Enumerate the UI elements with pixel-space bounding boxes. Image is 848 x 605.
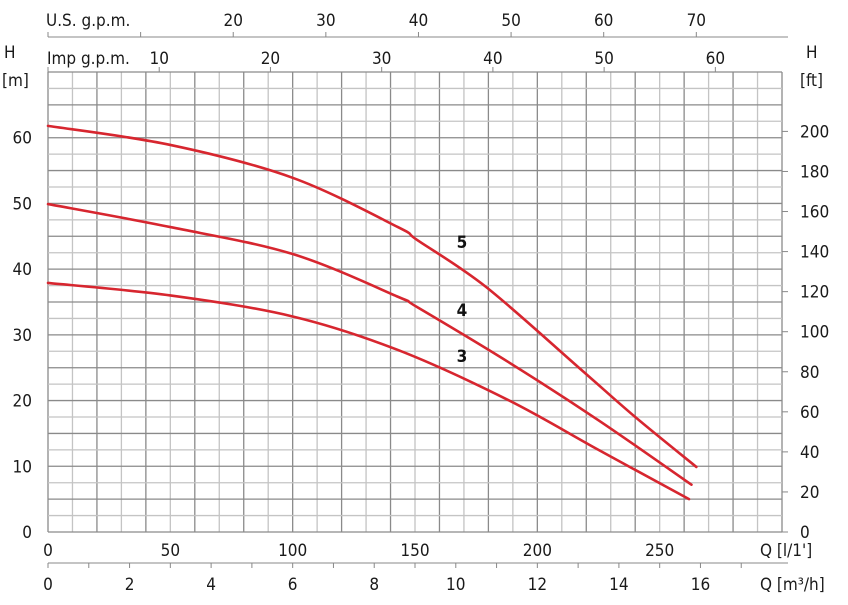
y-left-tick-label: 40 bbox=[13, 260, 32, 280]
y-right-tick-label: 100 bbox=[800, 323, 829, 343]
y-right-tick-label: 0 bbox=[800, 523, 810, 543]
x-lpm-tick-label: 250 bbox=[645, 541, 674, 561]
y-left-label-unit: [m] bbox=[2, 71, 29, 91]
y-right-tick-label: 180 bbox=[800, 162, 829, 182]
x-m3h-tick-label: 8 bbox=[369, 575, 379, 595]
x-imp-gpm-tick-label: 60 bbox=[706, 49, 725, 69]
pump-curve-5 bbox=[46, 124, 698, 469]
y-right-label-h: H bbox=[806, 43, 818, 63]
x-us-gpm-tick-label: 60 bbox=[594, 11, 613, 31]
top-us-gpm-label: U.S. g.p.m. bbox=[46, 11, 130, 31]
curve-label-5: 5 bbox=[457, 233, 468, 253]
x-imp-gpm-tick-label: 20 bbox=[261, 49, 280, 69]
y-right-tick-label: 200 bbox=[800, 122, 829, 142]
curves: 3 4 5 bbox=[46, 124, 698, 501]
x-lpm-tick-label: 150 bbox=[400, 541, 429, 561]
x-imp-gpm-tick-label: 50 bbox=[594, 49, 613, 69]
x-m3h-tick-label: 6 bbox=[288, 575, 298, 595]
x-us-gpm-tick-label: 50 bbox=[501, 11, 520, 31]
y-right-tick-label: 20 bbox=[800, 483, 819, 503]
y-left-tick-label: 10 bbox=[13, 457, 32, 477]
x-m3h-tick-label: 12 bbox=[528, 575, 547, 595]
x-m3h-tick-label: 10 bbox=[446, 575, 465, 595]
y-left-tick-label: 30 bbox=[13, 326, 32, 346]
x-lpm-tick-label: 200 bbox=[523, 541, 552, 561]
x-m3h-tick-label: 2 bbox=[125, 575, 135, 595]
y-right-tick-label: 40 bbox=[800, 443, 819, 463]
x-imp-gpm-tick-label: 40 bbox=[483, 49, 502, 69]
y-right-tick-label: 160 bbox=[800, 203, 829, 223]
top-imp-gpm-label: Imp g.p.m. bbox=[47, 49, 130, 69]
y-left-tick-label: 50 bbox=[13, 194, 32, 214]
x-us-gpm-tick-label: 20 bbox=[223, 11, 242, 31]
y-left-label-h: H bbox=[4, 43, 16, 63]
x-m3h-tick-label: 0 bbox=[43, 575, 53, 595]
x-lpm-tick-label: 0 bbox=[43, 541, 53, 561]
y-right-label-unit: [ft] bbox=[800, 71, 823, 91]
y-left-tick-label: 60 bbox=[13, 129, 32, 149]
pump-curve-3 bbox=[46, 281, 691, 501]
x-m3h-tick-label: 14 bbox=[609, 575, 628, 595]
curve-label-3: 3 bbox=[457, 347, 468, 367]
x-m3h-tick-label: 4 bbox=[206, 575, 216, 595]
axes: 0102030405060020406080100120140160180200… bbox=[13, 11, 830, 595]
x-lpm-tick-label: 50 bbox=[161, 541, 180, 561]
y-right-tick-label: 120 bbox=[800, 283, 829, 303]
x-us-gpm-tick-label: 70 bbox=[687, 11, 706, 31]
curve-label-4: 4 bbox=[457, 301, 468, 321]
x-us-gpm-tick-label: 40 bbox=[409, 11, 428, 31]
x-imp-gpm-tick-label: 10 bbox=[149, 49, 168, 69]
bottom-lpm-label: Q [l/1'] bbox=[760, 541, 812, 561]
y-left-tick-label: 0 bbox=[22, 523, 32, 543]
grid bbox=[47, 71, 783, 533]
y-right-tick-label: 140 bbox=[800, 243, 829, 263]
y-left-tick-label: 20 bbox=[13, 392, 32, 412]
pump-curve-4 bbox=[46, 202, 693, 486]
x-imp-gpm-tick-label: 30 bbox=[372, 49, 391, 69]
y-right-tick-label: 80 bbox=[800, 363, 819, 383]
x-m3h-tick-label: 16 bbox=[691, 575, 710, 595]
bottom-m3h-label: Q [m³/h] bbox=[760, 575, 825, 595]
x-us-gpm-tick-label: 30 bbox=[316, 11, 335, 31]
x-lpm-tick-label: 100 bbox=[278, 541, 307, 561]
y-right-tick-label: 60 bbox=[800, 403, 819, 423]
